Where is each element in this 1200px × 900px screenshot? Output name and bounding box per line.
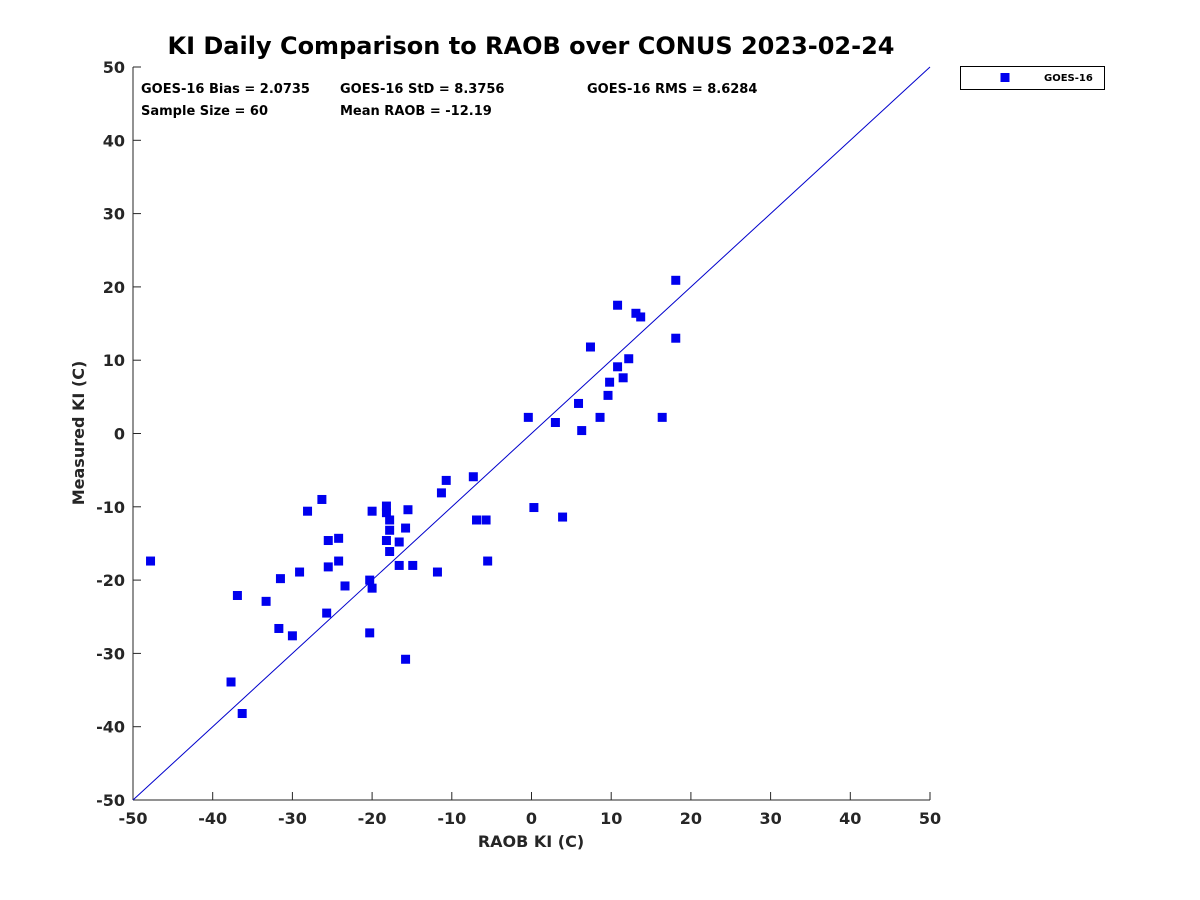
scatter-point [624, 354, 634, 364]
scatter-point [436, 488, 446, 498]
scatter-point [468, 472, 478, 482]
y-tick-label: 10 [103, 351, 125, 370]
scatter-point [432, 567, 442, 577]
x-axis-label: RAOB KI (C) [478, 832, 584, 851]
y-tick-label: 0 [114, 425, 125, 444]
scatter-point [295, 567, 305, 577]
scatter-point [146, 556, 156, 566]
scatter-point [365, 628, 375, 638]
x-tick-label: 50 [919, 809, 941, 828]
scatter-point [671, 333, 681, 343]
x-tick-label: -30 [278, 809, 307, 828]
scatter-point [671, 275, 681, 285]
scatter-point [237, 709, 247, 719]
scatter-point [603, 390, 613, 400]
scatter-point [441, 475, 451, 485]
stat-std: GOES-16 StD = 8.3756 [340, 82, 504, 97]
scatter-point [261, 596, 271, 606]
scatter-point [550, 418, 560, 428]
scatter-point [605, 377, 615, 387]
scatter-point [365, 575, 375, 585]
scatter-point [394, 560, 404, 570]
y-tick-label: -20 [96, 571, 125, 590]
scatter-point [631, 308, 641, 318]
scatter-point [340, 581, 350, 591]
scatter-point [334, 533, 344, 543]
scatter-point [367, 583, 377, 593]
y-axis-ticks: -50 -40 -30 -20 -10 0 10 20 30 40 50 [96, 58, 141, 810]
stat-sample-size: Sample Size = 60 [141, 104, 268, 119]
x-tick-label: 10 [600, 809, 622, 828]
scatter-point [385, 525, 395, 535]
scatter-point [636, 312, 646, 322]
scatter-point [381, 536, 391, 546]
scatter-point [574, 398, 584, 408]
scatter-point [334, 556, 344, 566]
x-tick-label: -10 [437, 809, 466, 828]
y-tick-label: 20 [103, 278, 125, 297]
x-tick-label: -20 [358, 809, 387, 828]
scatter-point [303, 506, 313, 516]
x-tick-label: 0 [526, 809, 537, 828]
x-axis-ticks: -50 -40 -30 -20 -10 0 10 20 30 40 50 [119, 792, 941, 828]
chart-title: KI Daily Comparison to RAOB over CONUS 2… [168, 32, 895, 60]
scatter-point [618, 373, 628, 383]
scatter-point [323, 562, 333, 572]
legend: GOES-16 [960, 66, 1105, 90]
scatter-point [226, 677, 236, 687]
scatter-point [232, 590, 242, 600]
legend-box [960, 66, 1105, 90]
stat-rms: GOES-16 RMS = 8.6284 [587, 82, 757, 97]
scatter-points [146, 275, 681, 719]
scatter-point [529, 503, 539, 513]
scatter-point [385, 547, 395, 557]
scatter-point [323, 536, 333, 546]
y-tick-label: 40 [103, 131, 125, 150]
scatter-point [317, 494, 327, 504]
one-to-one-line-group [132, 66, 931, 801]
scatter-point [401, 654, 411, 664]
scatter-point [274, 623, 284, 633]
y-tick-label: -40 [96, 718, 125, 737]
stat-bias: GOES-16 Bias = 2.0735 [141, 82, 310, 97]
scatter-point [481, 515, 491, 525]
y-tick-label: 30 [103, 205, 125, 224]
scatter-point [401, 523, 411, 533]
y-tick-label: -50 [96, 791, 125, 810]
x-tick-label: 30 [759, 809, 781, 828]
scatter-point [613, 362, 623, 372]
x-tick-label: -50 [119, 809, 148, 828]
scatter-point [408, 560, 418, 570]
legend-marker [1000, 73, 1010, 82]
legend-label: GOES-16 [1044, 73, 1093, 84]
scatter-point [403, 505, 413, 515]
x-tick-label: 40 [839, 809, 861, 828]
x-tick-label: 20 [680, 809, 702, 828]
scatter-point [483, 556, 493, 566]
scatter-point [322, 608, 332, 618]
scatter-point [367, 506, 377, 516]
scatter-point [577, 426, 587, 436]
scatter-point [558, 512, 568, 522]
y-tick-label: -30 [96, 644, 125, 663]
scatter-point [523, 412, 533, 422]
scatter-point [585, 342, 595, 352]
one-to-one-line [132, 66, 931, 801]
y-tick-label: -10 [96, 498, 125, 517]
scatter-point [275, 574, 285, 584]
scatter-point [287, 631, 297, 641]
y-axis-label: Measured KI (C) [69, 361, 88, 506]
scatter-point [381, 508, 391, 518]
scatter-point [394, 537, 404, 547]
x-tick-label: -40 [198, 809, 227, 828]
y-tick-label: 50 [103, 58, 125, 77]
scatter-point [657, 412, 667, 422]
scatter-point [381, 501, 391, 511]
stat-mean-raob: Mean RAOB = -12.19 [340, 104, 492, 119]
scatter-point [385, 515, 395, 525]
scatter-point [595, 412, 605, 422]
scatter-point [472, 515, 482, 525]
scatter-point [613, 300, 623, 310]
